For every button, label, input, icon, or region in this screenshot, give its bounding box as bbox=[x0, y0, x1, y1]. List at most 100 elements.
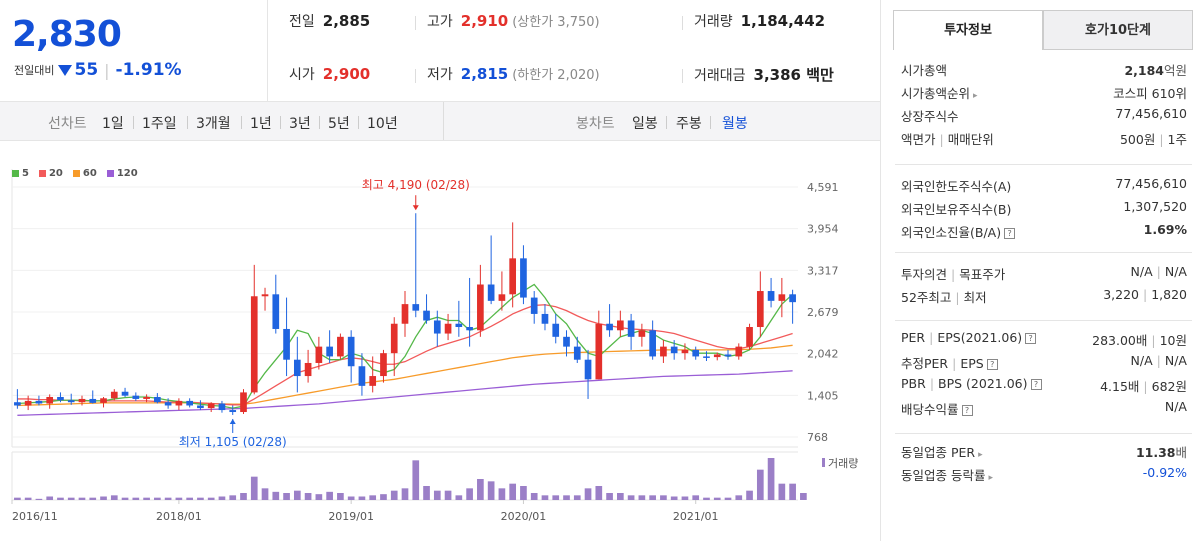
info-label-text: 외국인한도주식수(A) bbox=[901, 179, 1012, 194]
tab-10y[interactable]: 10년 bbox=[367, 116, 398, 132]
volume-bar bbox=[595, 486, 603, 500]
tab-5y[interactable]: 5년 bbox=[328, 116, 350, 132]
tab-3y[interactable]: 3년 bbox=[289, 116, 311, 132]
volume-bar bbox=[293, 490, 301, 500]
candle-body bbox=[46, 396, 54, 404]
help-icon[interactable]: ? bbox=[1025, 333, 1037, 344]
volume-bar bbox=[24, 497, 32, 500]
stat-label: 고가 bbox=[427, 14, 453, 30]
candle-body bbox=[466, 327, 473, 331]
volume-bar bbox=[520, 486, 527, 500]
down-arrow-icon bbox=[58, 64, 73, 76]
stat-amount: 거래대금 3,386 백만 bbox=[694, 64, 834, 85]
volume-bar bbox=[78, 497, 86, 500]
info-row: 액면가 | 매매단위 500원 | 1주 bbox=[901, 129, 1187, 149]
info-value-text: N/A bbox=[1164, 399, 1187, 414]
candle-body bbox=[477, 284, 484, 331]
stat-high: 고가 2,910 (상한가 3,750) bbox=[427, 11, 600, 31]
volume-bar bbox=[778, 483, 786, 500]
divider: | bbox=[1142, 287, 1148, 302]
candle-body bbox=[789, 294, 796, 303]
high-annotation: 최고 4,190 (02/28) bbox=[362, 178, 470, 192]
tab-1d[interactable]: 1일 bbox=[102, 116, 124, 132]
section-divider bbox=[895, 164, 1192, 165]
volume-bar bbox=[197, 497, 204, 500]
info-label-text: 외국인소진율(B/A) bbox=[901, 225, 1002, 240]
stat-low: 저가 2,815 (하한가 2,020) bbox=[427, 64, 600, 84]
caret-right-icon[interactable]: ▸ bbox=[978, 450, 983, 460]
info-label-text: EPS bbox=[960, 356, 984, 371]
help-icon[interactable]: ? bbox=[986, 359, 998, 370]
tab-monthly[interactable]: 월봉 bbox=[722, 116, 748, 132]
candle-body bbox=[713, 354, 721, 358]
candle-body bbox=[175, 400, 183, 406]
volume-bar bbox=[121, 497, 129, 500]
info-value-text: 3,220 bbox=[1103, 287, 1139, 302]
info-value-text: 1.69% bbox=[1143, 222, 1187, 237]
info-label-text: 시가총액순위 bbox=[901, 86, 971, 101]
candle-body bbox=[649, 330, 656, 357]
candle-body bbox=[520, 258, 527, 298]
caret-right-icon[interactable]: ▸ bbox=[973, 91, 978, 101]
info-value: 500원 | 1주 bbox=[1120, 129, 1187, 148]
divider: | bbox=[955, 290, 960, 305]
help-icon[interactable]: ? bbox=[1030, 379, 1042, 390]
tab-3m[interactable]: 3개월 bbox=[196, 116, 231, 132]
info-label: 동일업종 PER ▸ bbox=[901, 442, 983, 461]
tab-daily[interactable]: 일봉 bbox=[632, 116, 658, 132]
x-tick-label: 2019/01 bbox=[328, 510, 374, 523]
info-value-text: 77,456,610 bbox=[1115, 106, 1187, 121]
info-value: N/A bbox=[1165, 399, 1187, 414]
candle-body bbox=[272, 294, 280, 329]
info-value-text: N/A bbox=[1130, 353, 1153, 368]
info-label-text: 최저 bbox=[963, 290, 987, 305]
candle-body bbox=[552, 323, 560, 337]
legend-ma5: 5 bbox=[12, 168, 29, 179]
tab-1y[interactable]: 1년 bbox=[250, 116, 272, 132]
volume-bar bbox=[541, 495, 549, 500]
candle-body bbox=[735, 346, 743, 357]
section-divider bbox=[895, 320, 1192, 321]
info-label-text: 배당수익률 bbox=[901, 402, 959, 417]
stat-value: 2,910 bbox=[460, 12, 509, 30]
info-row: 추정PER | EPS? N/A | N/A bbox=[901, 353, 1187, 373]
candle-body bbox=[724, 354, 732, 357]
volume-bar bbox=[326, 491, 333, 500]
volume-bar bbox=[46, 496, 54, 500]
info-unit: 배 bbox=[1175, 445, 1187, 460]
volume-bar bbox=[14, 497, 21, 500]
candle-body bbox=[304, 362, 312, 377]
info-label: 추정PER | EPS? bbox=[901, 353, 998, 372]
stat-label: 거래량 bbox=[694, 14, 733, 30]
info-row: PER | EPS(2021.06)? 283.00배 | 10원 bbox=[901, 330, 1187, 350]
volume-bar bbox=[703, 497, 710, 500]
volume-bar bbox=[692, 495, 700, 500]
info-row: 동일업종 PER ▸ 11.38배 bbox=[901, 442, 1187, 462]
help-icon[interactable]: ? bbox=[961, 405, 973, 416]
info-value: 11.38배 bbox=[1136, 442, 1187, 461]
stat-value: 2,885 bbox=[322, 12, 371, 30]
help-icon[interactable]: ? bbox=[1004, 228, 1016, 239]
volume-bar bbox=[412, 460, 420, 500]
candle-body bbox=[207, 403, 215, 409]
tab-1w[interactable]: 1주일 bbox=[142, 116, 177, 132]
info-label-text: 추정PER bbox=[901, 356, 949, 371]
info-row: 배당수익률? N/A bbox=[901, 399, 1187, 419]
candle-body bbox=[154, 396, 161, 403]
stat-open: 시가 2,900 bbox=[289, 64, 370, 84]
section-divider bbox=[895, 433, 1192, 434]
stat-value: 1,184,442 bbox=[740, 12, 826, 30]
volume-bar bbox=[229, 495, 237, 500]
tab-weekly[interactable]: 주봉 bbox=[676, 116, 702, 132]
candle-body bbox=[487, 284, 495, 301]
candle-body bbox=[121, 391, 129, 396]
candle-body bbox=[250, 296, 258, 393]
tab-invest-info[interactable]: 투자정보 bbox=[893, 10, 1043, 50]
section-divider bbox=[895, 252, 1192, 253]
tab-order-book[interactable]: 호가10단계 bbox=[1043, 10, 1193, 50]
caret-right-icon[interactable]: ▸ bbox=[988, 473, 994, 483]
candle-body bbox=[143, 396, 150, 399]
candlestick-chart[interactable]: 5 20 60 120 4,591 3,954 3,317 2,679 2,042 1,4… bbox=[0, 142, 880, 541]
candle-body bbox=[595, 323, 603, 380]
legend-ma60: 60 bbox=[72, 168, 97, 179]
